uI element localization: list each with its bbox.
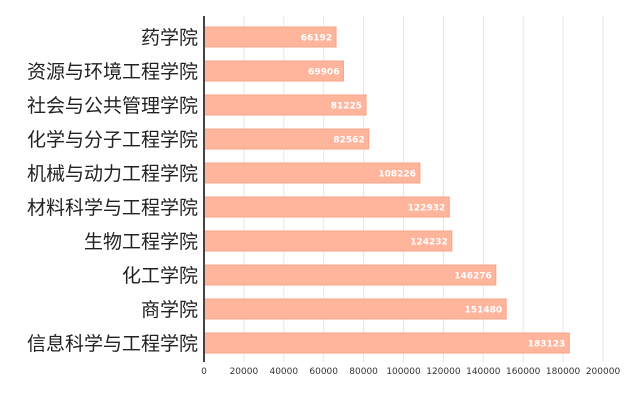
bar — [203, 298, 507, 320]
category-label: 化工学院 — [122, 265, 198, 287]
x-tick-label: 160000 — [506, 367, 541, 377]
x-tick-label: 200000 — [586, 367, 621, 377]
category-label: 化学与分子工程学院 — [27, 129, 198, 151]
x-axis-tick-labels: 0 20000 40000 60000 80000 100000 120000 140000 1… — [201, 367, 620, 377]
bar-value-label: 69906 — [308, 68, 339, 78]
bar — [203, 332, 570, 354]
category-label: 药学院 — [141, 27, 198, 49]
bar-value-label: 81225 — [331, 102, 362, 112]
bar-value-label: 183123 — [528, 340, 566, 350]
x-tick-label: 140000 — [466, 367, 501, 377]
data-labels: 66192 69906 81225 82562 108226 122932 124232 14… — [301, 34, 566, 350]
x-tick-label: 20000 — [230, 367, 259, 377]
x-tick-label: 120000 — [426, 367, 461, 377]
bars — [203, 26, 570, 354]
category-label: 资源与环境工程学院 — [27, 61, 198, 83]
category-labels: 药学院资源与环境工程学院社会与公共管理学院化学与分子工程学院机械与动力工程学院材… — [27, 27, 198, 355]
bar-value-label: 146276 — [454, 272, 492, 282]
bar-value-label: 82562 — [333, 136, 364, 146]
bar-value-label: 151480 — [465, 306, 503, 316]
category-label: 社会与公共管理学院 — [27, 95, 198, 117]
x-tick-label: 180000 — [546, 367, 581, 377]
category-label: 机械与动力工程学院 — [27, 163, 198, 185]
bar-value-label: 124232 — [410, 238, 448, 248]
bar-value-label: 66192 — [301, 34, 332, 44]
category-label: 材料科学与工程学院 — [27, 197, 198, 219]
category-label: 生物工程学院 — [84, 231, 198, 253]
x-tick-label: 80000 — [349, 367, 378, 377]
bar — [203, 264, 497, 286]
x-tick-label: 60000 — [309, 367, 338, 377]
category-label: 信息科学与工程学院 — [27, 333, 198, 355]
bar-value-label: 108226 — [378, 170, 416, 180]
x-tick-label: 100000 — [386, 367, 421, 377]
x-tick-label: 40000 — [269, 367, 298, 377]
bar-value-label: 122932 — [408, 204, 446, 214]
category-label: 商学院 — [141, 299, 198, 321]
x-tick-label: 0 — [201, 367, 207, 377]
